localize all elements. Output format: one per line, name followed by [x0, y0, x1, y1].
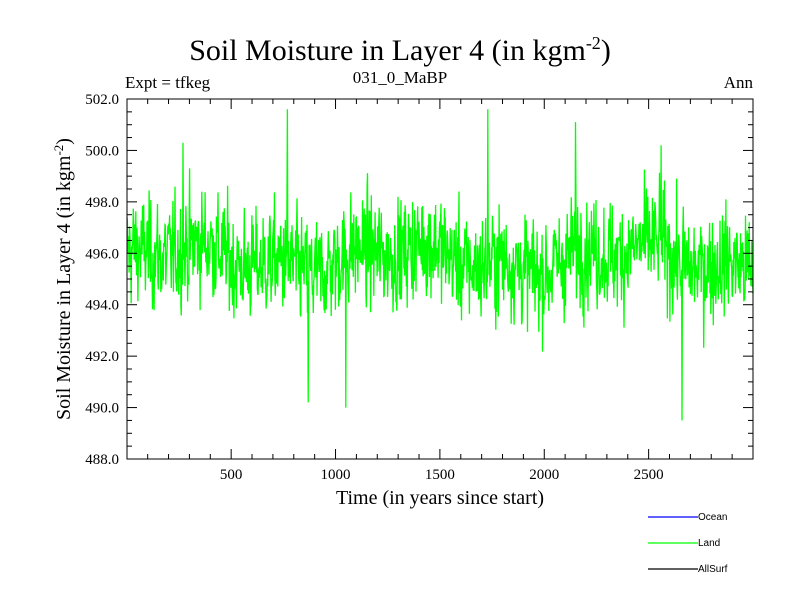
- experiment-label: Expt = tfkeg: [125, 73, 211, 92]
- period-label: 031_0_MaBP: [352, 68, 448, 87]
- y-tick-label: 502.0: [85, 92, 119, 108]
- legend-label-ocean: Ocean: [698, 512, 727, 523]
- season-label: Ann: [723, 73, 753, 92]
- plot-frame: [126, 98, 754, 460]
- y-tick-label: 488.0: [85, 452, 119, 468]
- x-tick-label: 1500: [425, 467, 455, 483]
- x-tick-label: 500: [220, 467, 243, 483]
- x-tick-label: 2500: [634, 467, 664, 483]
- series-land-line: [126, 109, 754, 421]
- y-tick-label: 496.0: [85, 246, 119, 262]
- legend: Ocean Land AllSurf: [648, 512, 728, 575]
- land-series-path: [126, 109, 754, 421]
- y-tick-label: 490.0: [85, 401, 119, 417]
- axis-ticks: 488.0 490.0 492.0 494.0 496.0 498.0 500.0 502.0…: [85, 92, 753, 483]
- chart-title: Soil Moisture in Layer 4 (in kgm-2): [189, 33, 611, 67]
- y-tick-label: 494.0: [85, 298, 119, 314]
- x-tick-label: 2000: [529, 467, 559, 483]
- legend-label-allsurf: AllSurf: [698, 564, 728, 575]
- y-tick-label: 500.0: [85, 143, 119, 159]
- y-tick-label: 492.0: [85, 349, 119, 365]
- legend-label-land: Land: [698, 538, 720, 549]
- x-axis-label: Time (in years since start): [336, 487, 544, 509]
- y-tick-label: 498.0: [85, 195, 119, 211]
- y-axis-label: Soil Moisture in Layer 4 (in kgm-2): [51, 138, 76, 420]
- x-tick-label: 1000: [321, 467, 351, 483]
